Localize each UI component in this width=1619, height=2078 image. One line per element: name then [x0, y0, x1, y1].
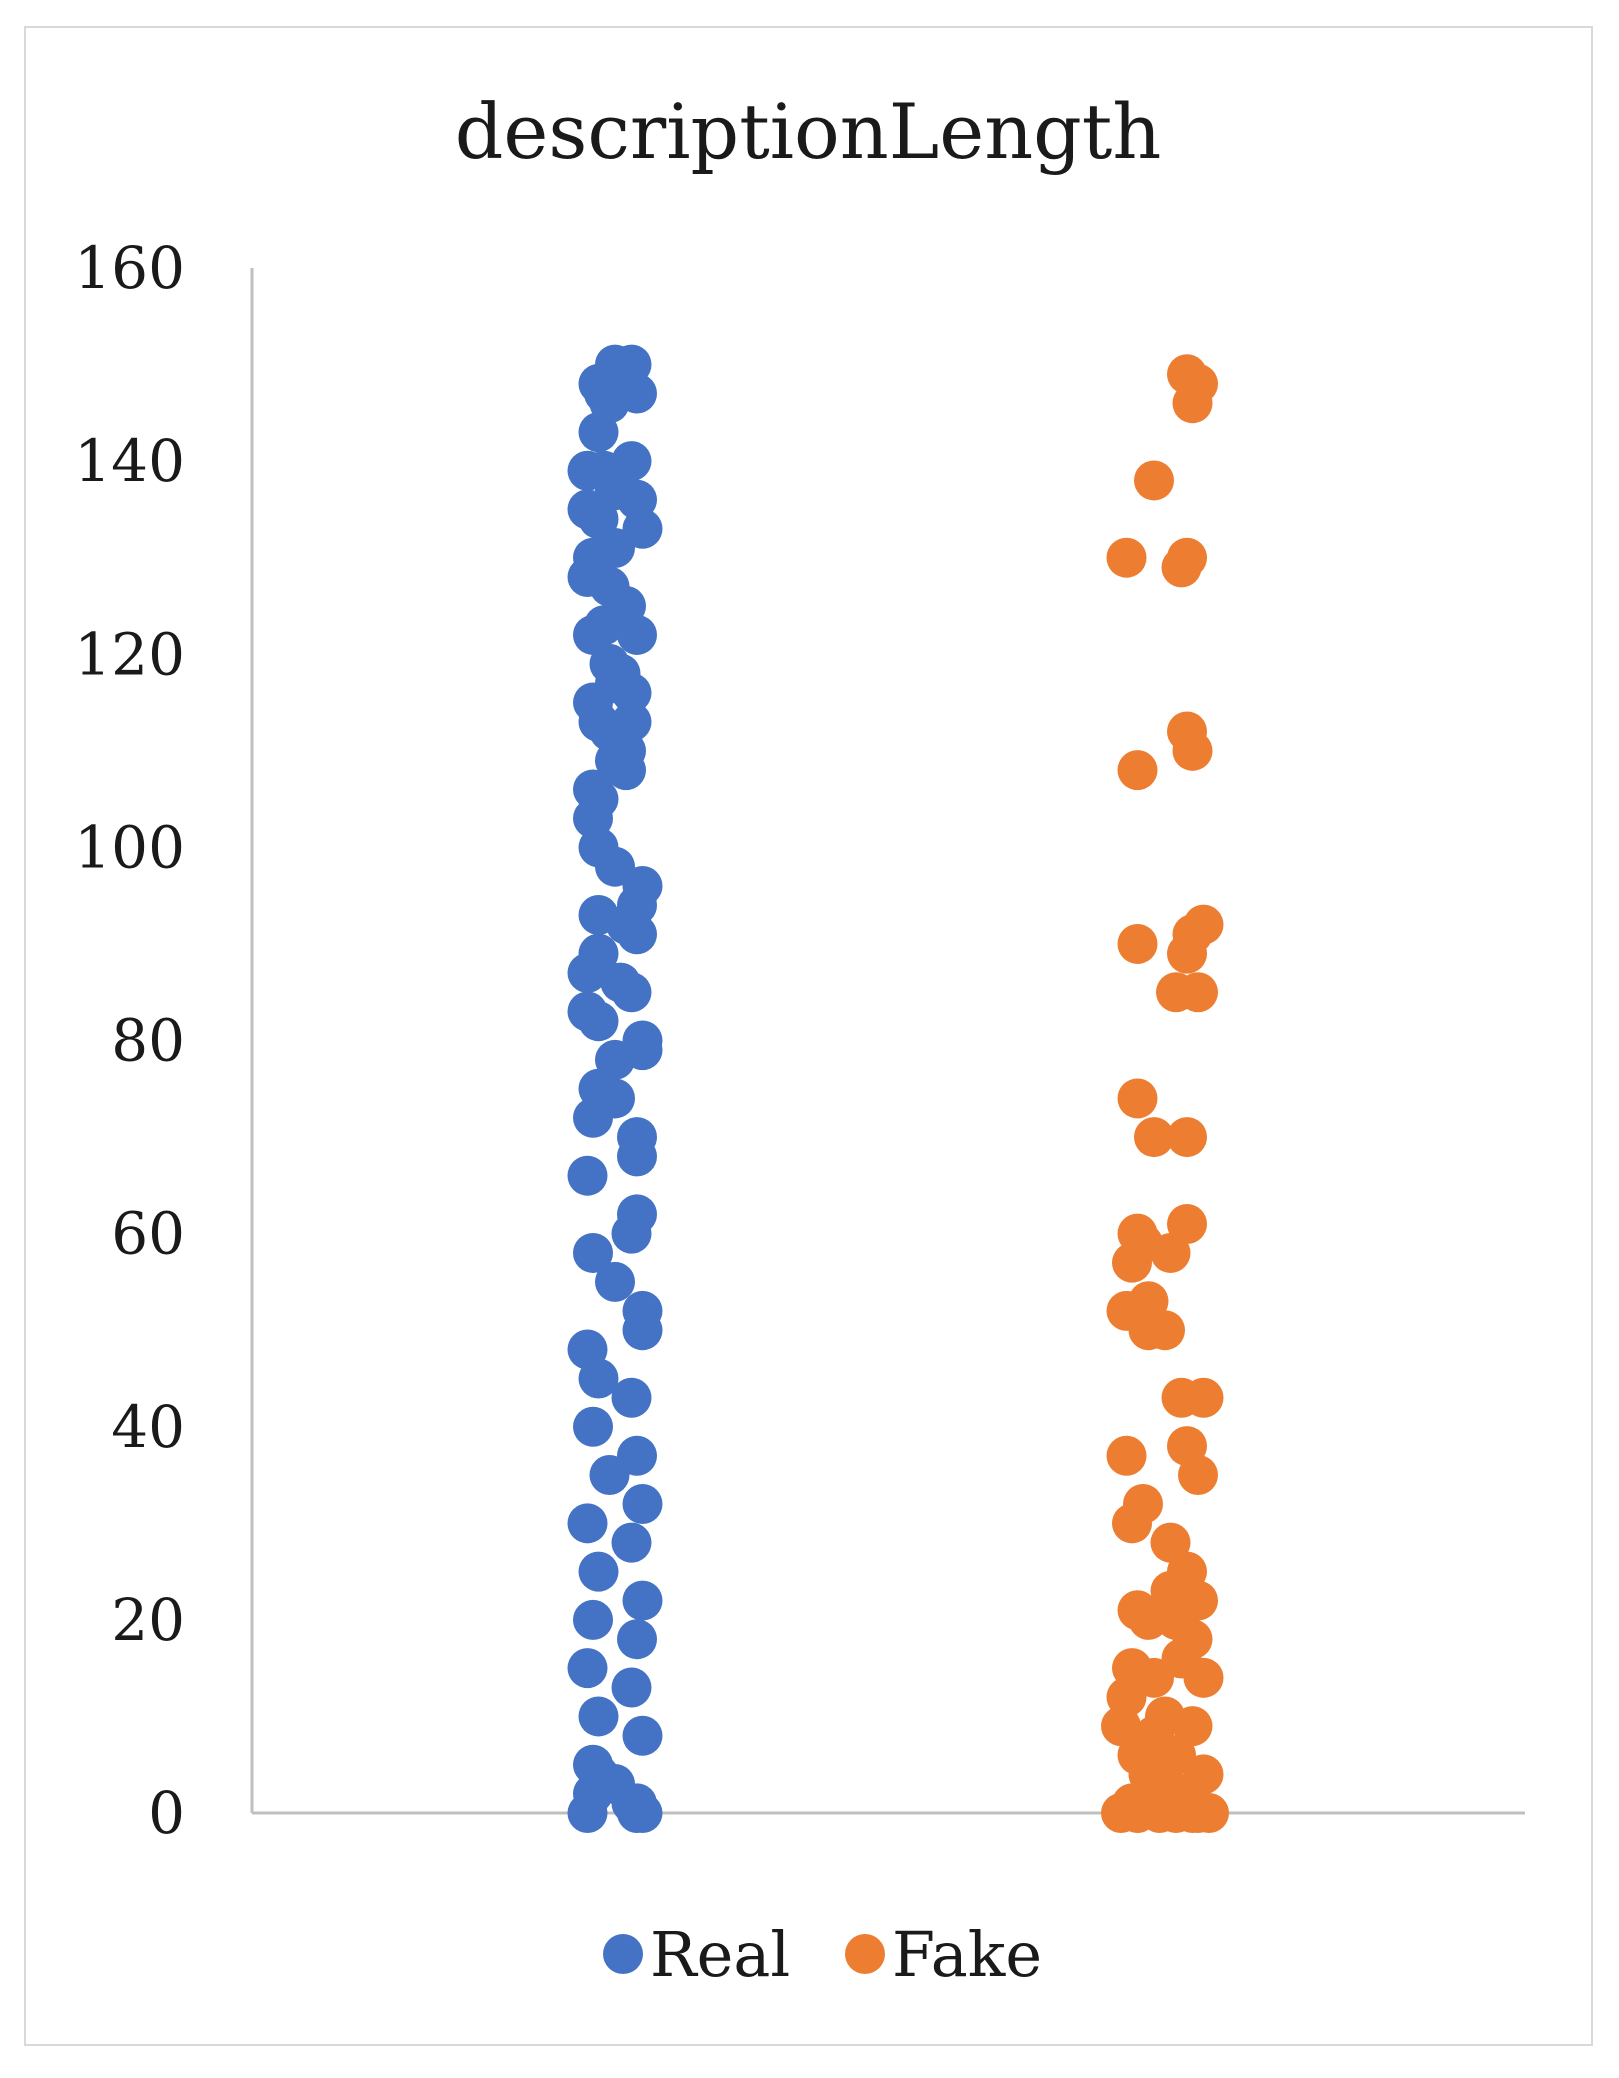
real-point	[622, 1020, 663, 1061]
fake-point	[1167, 1203, 1207, 1244]
real-point	[589, 1455, 630, 1496]
real-point	[567, 991, 608, 1032]
fake-point	[1117, 750, 1158, 791]
chart-title: descriptionLength	[455, 87, 1162, 176]
fake-point	[1106, 1435, 1147, 1476]
fake-point	[1172, 383, 1213, 424]
real-point	[622, 1580, 663, 1621]
fake-point	[1117, 1078, 1158, 1119]
fake-point	[1172, 1706, 1213, 1747]
real-point	[611, 1667, 652, 1708]
fake-point	[1106, 537, 1147, 578]
real-point	[611, 672, 652, 713]
real-point	[617, 479, 657, 520]
fake-point	[1145, 1310, 1185, 1351]
y-tick-label: 140	[74, 427, 185, 495]
real-point	[578, 412, 619, 453]
real-point	[600, 962, 641, 1003]
fake-point	[1189, 1793, 1229, 1833]
fake-point	[1178, 1455, 1218, 1496]
real-point	[578, 1551, 619, 1592]
fake-point	[1172, 914, 1213, 955]
real-point	[595, 1078, 635, 1119]
fake-point	[1167, 1117, 1207, 1158]
real-point	[567, 1155, 608, 1196]
fake-point	[1150, 1522, 1191, 1563]
fake-point	[1117, 1590, 1158, 1631]
y-tick-label: 160	[74, 234, 185, 302]
legend-fake-label: Fake	[892, 1918, 1042, 1991]
real-point	[567, 1503, 608, 1544]
y-tick-label: 0	[148, 1779, 185, 1847]
real-point	[578, 1696, 619, 1737]
real-point	[578, 1358, 619, 1399]
fake-point	[1117, 923, 1158, 964]
y-tick-label: 60	[111, 1200, 185, 1268]
fake-point	[1134, 460, 1174, 501]
real-point	[617, 1619, 657, 1660]
fake-point	[1178, 1580, 1218, 1621]
real-point	[617, 1136, 657, 1177]
legend-fake-marker	[845, 1934, 885, 1974]
real-point	[584, 605, 624, 646]
real-point	[567, 952, 608, 993]
fake-point	[1101, 1706, 1141, 1747]
real-point	[617, 373, 657, 414]
real-point	[611, 1522, 652, 1563]
y-tick-label: 20	[111, 1586, 185, 1654]
chart-frame	[24, 26, 1593, 2046]
series-fake	[1101, 354, 1229, 1833]
legend: Real Fake	[603, 1918, 1042, 1991]
y-tick-label: 40	[111, 1393, 185, 1461]
real-point	[611, 441, 652, 482]
fake-point	[1178, 972, 1218, 1013]
legend-real-label: Real	[650, 1918, 790, 1991]
y-tick-label: 80	[111, 1007, 185, 1075]
real-point	[622, 1484, 663, 1524]
real-point	[578, 1754, 619, 1795]
fake-point	[1112, 1503, 1152, 1544]
real-point	[617, 1783, 657, 1824]
real-point	[606, 904, 646, 945]
real-point	[578, 779, 619, 820]
real-point	[606, 750, 646, 791]
real-point	[617, 614, 657, 655]
real-point	[573, 1232, 613, 1273]
real-point	[595, 1261, 635, 1302]
real-point	[573, 1406, 613, 1447]
y-axis-ticks: 0 20 40 60 80 100 120 140 160	[74, 234, 185, 1847]
fake-point	[1134, 1117, 1174, 1158]
fake-point	[1183, 1657, 1224, 1698]
fake-point	[1172, 730, 1213, 771]
fake-point	[1150, 1232, 1191, 1273]
legend-real-marker	[603, 1934, 643, 1974]
real-point	[573, 1599, 613, 1640]
y-tick-label: 100	[74, 813, 185, 881]
fake-point	[1161, 547, 1202, 588]
real-point	[617, 1194, 657, 1235]
fake-point	[1161, 1377, 1202, 1418]
series-real	[567, 344, 663, 1833]
real-point	[567, 1648, 608, 1689]
real-point	[567, 489, 608, 530]
real-point	[611, 1377, 652, 1418]
fake-point	[1128, 1281, 1169, 1322]
real-point	[622, 1310, 663, 1351]
real-point	[622, 1715, 663, 1756]
y-tick-label: 120	[74, 620, 185, 688]
